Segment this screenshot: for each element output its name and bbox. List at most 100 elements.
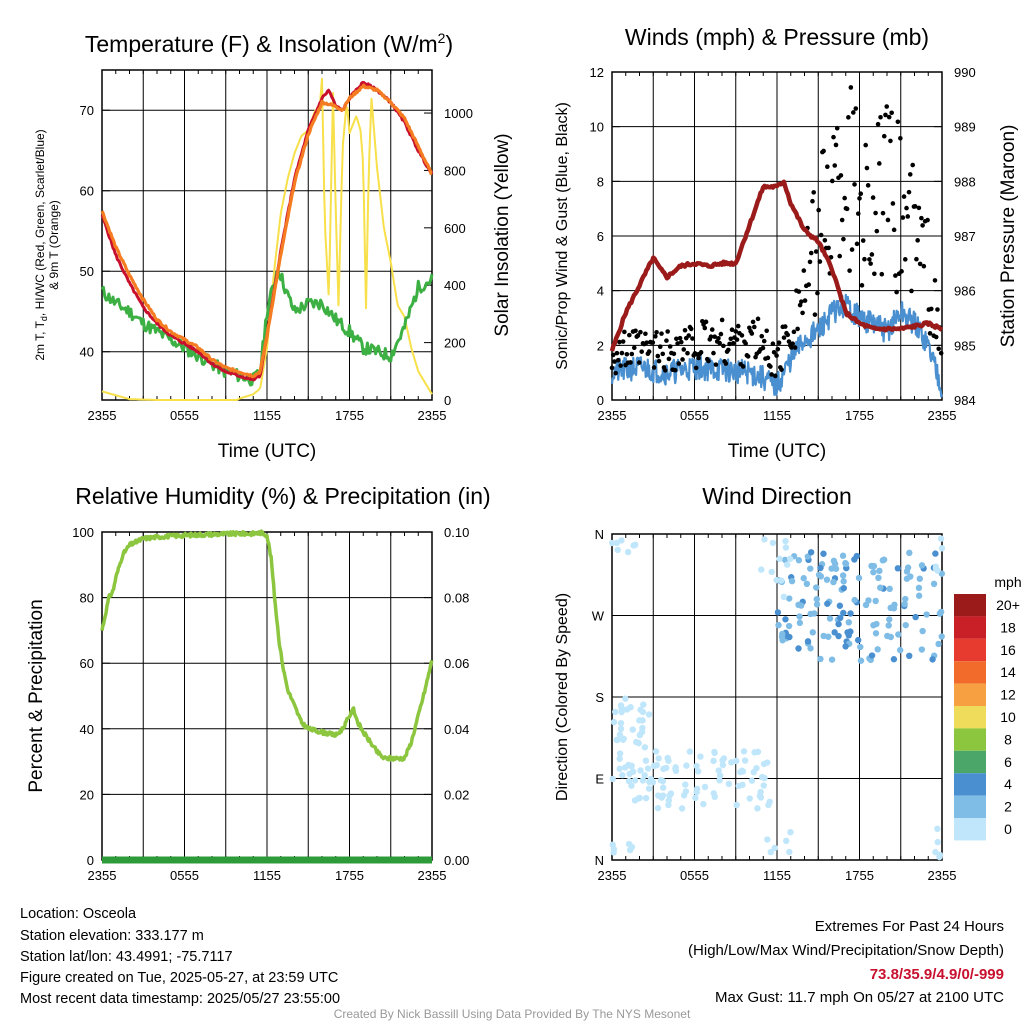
gust-dot [933, 334, 939, 340]
direction-dot [912, 613, 919, 621]
direction-dot [715, 767, 722, 774]
gust-dot [795, 326, 800, 332]
direction-dot [879, 557, 887, 564]
gust-dot [857, 196, 862, 201]
gust-dot [842, 195, 847, 201]
direction-dot [836, 602, 844, 609]
direction-dot [936, 853, 943, 861]
direction-dot [768, 568, 775, 576]
gust-dot [825, 164, 830, 170]
direction-dot [845, 632, 852, 639]
direction-dot [686, 748, 694, 755]
rh-xtick-label: 2355 [88, 868, 117, 883]
gust-dot [789, 345, 794, 350]
direction-dot [637, 767, 644, 774]
direction-dot [623, 706, 631, 713]
temp-ylabel-2: & 9m T (Orange) [47, 200, 61, 290]
wind-y2tick-label: 985 [954, 338, 976, 353]
gust-dot [610, 352, 616, 358]
rh-line [100, 529, 434, 762]
gust-dot [914, 256, 919, 262]
temp-xtick-label: 2355 [88, 408, 117, 423]
gust-dot [675, 341, 680, 346]
rh-y2tick-label: 0.02 [444, 787, 469, 802]
temp-y2tick-label: 200 [444, 336, 466, 351]
gust-dot [844, 206, 850, 212]
direction-dot [828, 565, 835, 572]
colorbar-swatch [954, 728, 986, 751]
credit-label: Created By Nick Bassill Using Data Provi… [333, 1007, 691, 1021]
temp-xtick-label: 2355 [418, 408, 447, 423]
gust-dot [881, 133, 887, 139]
direction-dot [857, 657, 865, 664]
gust-dot [638, 329, 643, 335]
extremes-values: 73.8/35.9/4.9/0/-999 [869, 966, 1004, 983]
rh-xtick-label: 1755 [335, 868, 364, 883]
direction-dot [701, 783, 709, 791]
wind-xtick-label: 0555 [680, 408, 709, 423]
wdir-ytick-label: E [595, 772, 604, 787]
direction-dot [897, 646, 904, 654]
gust-dot [617, 339, 622, 345]
direction-dot [817, 655, 824, 663]
gust-dot [884, 104, 890, 109]
direction-dot [918, 562, 926, 569]
gust-dot [739, 333, 745, 338]
direction-dot [845, 619, 852, 626]
gust-dot [620, 339, 626, 344]
colorbar-label: 8 [1004, 731, 1012, 747]
direction-dot [785, 622, 793, 630]
direction-dot [937, 608, 945, 616]
colorbar-swatch [954, 750, 986, 774]
direction-dot [616, 750, 624, 757]
gust-dot [936, 346, 941, 352]
gust-dot [773, 373, 778, 379]
gust-dot [797, 302, 803, 308]
direction-dot [776, 555, 783, 563]
wind-y2tick-label: 984 [954, 393, 976, 408]
colorbar-label: 12 [1000, 687, 1016, 703]
direction-dot [872, 630, 880, 637]
direction-dot [885, 622, 892, 629]
gust-dot [676, 361, 682, 366]
gust-dot [801, 268, 807, 273]
wind-ytick-label: 4 [597, 284, 604, 299]
gust-dot [745, 354, 751, 359]
direction-dot [857, 643, 864, 651]
gust-dot [760, 345, 766, 351]
gust-dot [761, 338, 767, 344]
gust-dot [643, 331, 648, 337]
gust-dot [755, 316, 761, 322]
direction-dot [640, 701, 647, 708]
wdir-ytick-label: N [595, 853, 604, 868]
direction-dot [758, 566, 765, 573]
gust-dot [912, 204, 918, 209]
wind-ytick-label: 0 [597, 393, 604, 408]
direction-dot [870, 562, 878, 570]
wind-xlabel: Time (UTC) [728, 441, 827, 462]
gust-dot [938, 350, 944, 356]
direction-dot [775, 621, 782, 629]
direction-dot [874, 646, 881, 653]
colorbar-swatch [954, 616, 986, 639]
gust-dot [665, 329, 670, 334]
direction-dot [851, 596, 858, 604]
gust-dot [729, 327, 735, 332]
gust-dot [932, 278, 938, 283]
temp-y2tick-label: 0 [444, 393, 451, 408]
gust-dot [792, 345, 798, 350]
gust-dot [743, 341, 748, 346]
direction-dot [769, 539, 777, 547]
gust-dot [644, 340, 649, 345]
direction-dot [851, 556, 858, 563]
direction-dot [700, 800, 707, 808]
gust-dot [654, 329, 659, 335]
rh-ytick-label: 0 [87, 853, 94, 868]
gust-dot [811, 190, 817, 195]
gust-dot [681, 347, 687, 352]
direction-dot [906, 549, 913, 557]
gust-dot [727, 341, 732, 347]
gust-dot [776, 340, 782, 346]
gust-dot [874, 228, 880, 234]
temp-xtick-label: 0555 [170, 408, 199, 423]
